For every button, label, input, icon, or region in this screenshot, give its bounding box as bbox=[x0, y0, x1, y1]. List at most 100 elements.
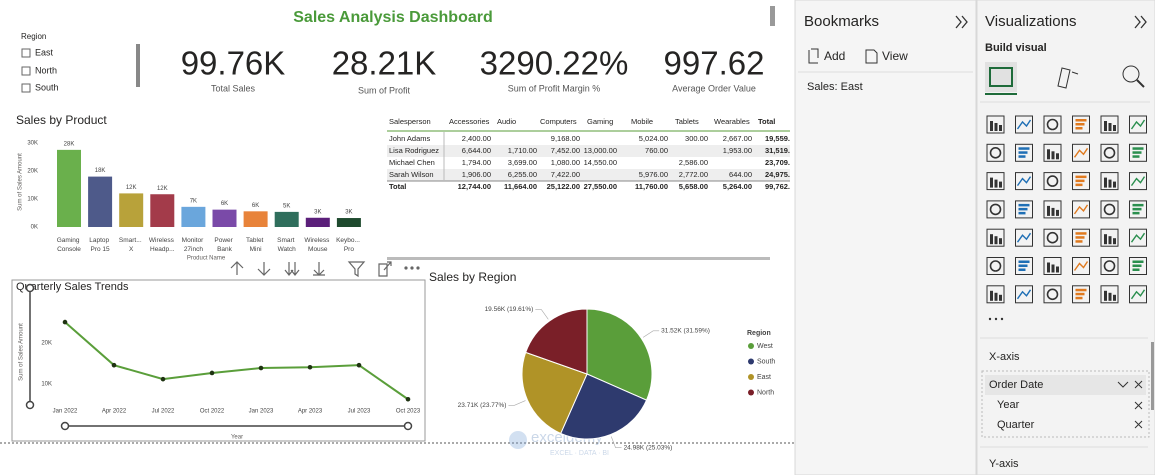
field-name[interactable]: Year bbox=[997, 399, 1020, 411]
pie-slice bbox=[560, 373, 648, 440]
pane-title: Bookmarks bbox=[804, 13, 879, 30]
more-icon[interactable] bbox=[988, 317, 992, 321]
visual-type-icon[interactable] bbox=[1043, 115, 1062, 134]
visual-type-icon[interactable] bbox=[1072, 115, 1090, 134]
visual-type-icon[interactable] bbox=[986, 285, 1005, 304]
analytics-icon[interactable] bbox=[1136, 79, 1145, 88]
scrollbar[interactable] bbox=[387, 257, 770, 260]
zoom-sliders[interactable] bbox=[25, 283, 413, 431]
visual-type-icon[interactable] bbox=[1015, 143, 1033, 162]
filter-icon[interactable] bbox=[347, 261, 366, 278]
visual-type-icon[interactable] bbox=[1100, 200, 1119, 219]
scrollbar[interactable] bbox=[770, 6, 775, 26]
visual-type-icon[interactable] bbox=[1129, 257, 1147, 275]
visual-type-icon[interactable] bbox=[986, 143, 1005, 162]
card-value: 99.76K bbox=[181, 45, 286, 82]
icon-frame bbox=[1100, 285, 1119, 304]
visual-type-icon[interactable] bbox=[1043, 200, 1062, 219]
more-icon[interactable] bbox=[416, 266, 420, 270]
format-icon[interactable] bbox=[1057, 67, 1079, 89]
remove-icon[interactable] bbox=[1134, 380, 1143, 389]
visual-type-icon[interactable] bbox=[1072, 143, 1090, 162]
visual-type-icon[interactable] bbox=[1129, 200, 1147, 219]
visual-type-icon[interactable] bbox=[1100, 285, 1119, 304]
expand-icon[interactable] bbox=[1117, 381, 1129, 388]
view-button[interactable]: View bbox=[882, 49, 908, 63]
slicer-option[interactable]: North bbox=[35, 65, 57, 75]
icon-bar bbox=[990, 234, 993, 245]
build-icon[interactable] bbox=[989, 67, 1013, 87]
visual-type-icon[interactable] bbox=[1015, 228, 1033, 247]
add-icon[interactable] bbox=[808, 48, 819, 64]
icon-dot bbox=[1046, 231, 1059, 244]
visual-type-icon[interactable] bbox=[1043, 285, 1062, 304]
checkbox[interactable] bbox=[21, 83, 31, 93]
collapse-icon[interactable] bbox=[1134, 15, 1147, 29]
icon-bar bbox=[1051, 207, 1055, 216]
collapse-icon[interactable] bbox=[955, 15, 968, 29]
visual-type-icon[interactable] bbox=[1129, 285, 1147, 304]
drill-down-icon[interactable] bbox=[257, 262, 271, 276]
visual-type-icon[interactable] bbox=[1100, 172, 1119, 191]
visual-type-icon[interactable] bbox=[1100, 228, 1119, 247]
field-well[interactable] bbox=[981, 370, 1150, 438]
visual-type-icon[interactable] bbox=[1129, 228, 1147, 247]
visual-type-icon[interactable] bbox=[1015, 285, 1033, 304]
visual-type-icon[interactable] bbox=[1072, 172, 1090, 191]
visual-type-icon[interactable] bbox=[1072, 228, 1090, 247]
checkbox[interactable] bbox=[21, 66, 31, 76]
view-icon[interactable] bbox=[865, 49, 878, 64]
scrollbar[interactable] bbox=[1151, 342, 1154, 410]
visual-type-icon[interactable] bbox=[1043, 172, 1062, 191]
visual-type-icon[interactable] bbox=[1015, 172, 1033, 191]
zoom-handle[interactable] bbox=[25, 400, 35, 410]
visual-type-icon[interactable] bbox=[1100, 257, 1119, 275]
visual-type-icon[interactable] bbox=[1043, 143, 1062, 162]
zoom-handle[interactable] bbox=[60, 421, 70, 431]
zoom-handle[interactable] bbox=[403, 421, 413, 431]
field-name[interactable]: Quarter bbox=[997, 419, 1035, 431]
visual-type-icon[interactable] bbox=[986, 228, 1005, 247]
visual-type-icon[interactable] bbox=[1015, 115, 1033, 134]
table-cell: 24,975. bbox=[765, 170, 790, 179]
more-icon[interactable] bbox=[404, 266, 408, 270]
zoom-handle[interactable] bbox=[25, 283, 35, 293]
visual-type-icon[interactable] bbox=[1100, 143, 1119, 162]
bar bbox=[243, 211, 268, 227]
data-label: 18K bbox=[95, 168, 106, 174]
visual-type-icon[interactable] bbox=[986, 172, 1005, 191]
checkbox[interactable] bbox=[21, 48, 31, 58]
more-icon[interactable] bbox=[994, 317, 998, 321]
remove-icon[interactable] bbox=[1134, 401, 1143, 410]
remove-icon[interactable] bbox=[1134, 420, 1143, 429]
visual-type-icon[interactable] bbox=[1043, 257, 1062, 275]
visual-type-icon[interactable] bbox=[1043, 228, 1062, 247]
field-name[interactable]: Order Date bbox=[989, 379, 1043, 391]
add-button[interactable]: Add bbox=[824, 49, 845, 63]
analytics-icon[interactable] bbox=[1122, 65, 1140, 83]
visual-type-icon[interactable] bbox=[1072, 285, 1090, 304]
visual-type-icon[interactable] bbox=[1072, 200, 1090, 219]
visual-type-icon[interactable] bbox=[986, 257, 1005, 275]
drill-up-icon[interactable] bbox=[230, 261, 244, 275]
visual-type-icon[interactable] bbox=[1129, 115, 1147, 134]
slicer-option[interactable]: South bbox=[35, 82, 59, 92]
focus-icon[interactable] bbox=[378, 261, 392, 277]
more-icon[interactable] bbox=[410, 266, 414, 270]
visual-type-icon[interactable] bbox=[1072, 257, 1090, 275]
icon-bar bbox=[1047, 149, 1050, 160]
more-icon[interactable] bbox=[1000, 317, 1004, 321]
visual-type-icon[interactable] bbox=[1015, 257, 1033, 275]
expand-icon[interactable] bbox=[284, 262, 300, 276]
visual-type-icon[interactable] bbox=[1015, 200, 1033, 219]
visual-type-icon[interactable] bbox=[986, 115, 1005, 134]
visual-type-icon[interactable] bbox=[986, 200, 1005, 219]
visual-type-icon[interactable] bbox=[1129, 172, 1147, 191]
slicer-option[interactable]: East bbox=[35, 47, 54, 57]
visual-frame[interactable] bbox=[11, 279, 426, 442]
visual-type-icon[interactable] bbox=[1100, 115, 1119, 134]
visual-type-icon[interactable] bbox=[1129, 143, 1147, 162]
bookmark-item[interactable]: Sales: East bbox=[807, 81, 863, 93]
field-chip[interactable] bbox=[985, 375, 1146, 395]
expand-level-icon[interactable] bbox=[313, 262, 325, 276]
